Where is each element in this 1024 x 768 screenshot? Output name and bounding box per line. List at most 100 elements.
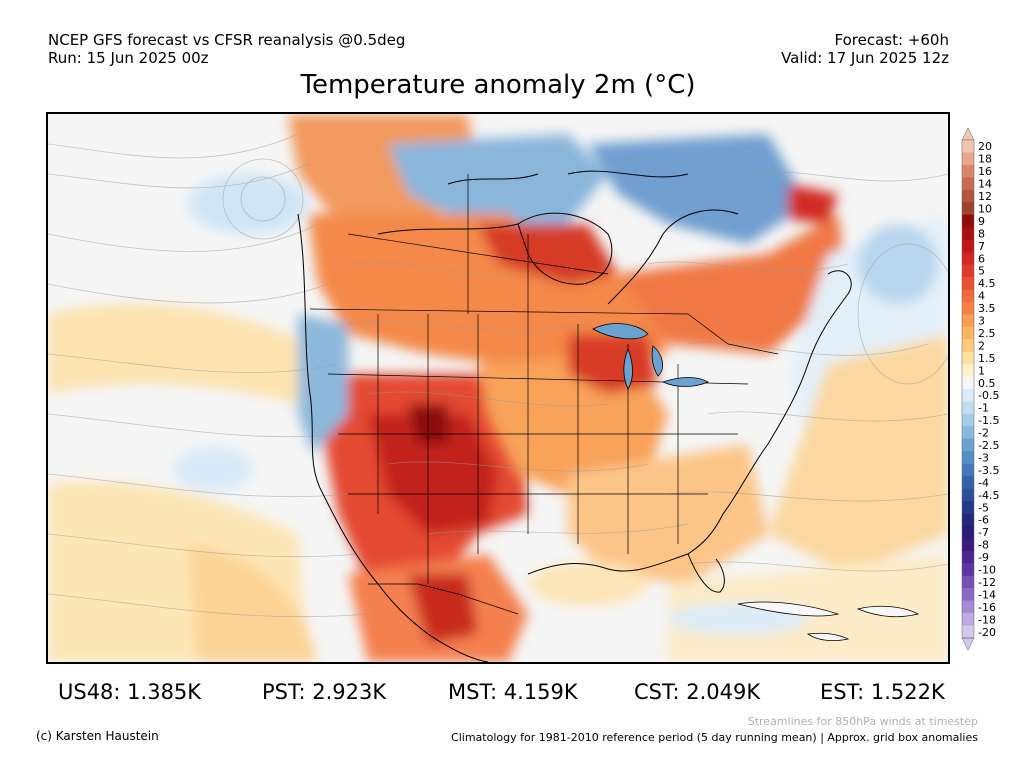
legend-label: 18	[978, 153, 992, 166]
legend-swatch	[962, 239, 974, 253]
legend-label: -12	[978, 576, 996, 589]
legend-swatch	[962, 252, 974, 265]
legend-label: -3	[978, 451, 989, 464]
legend-label: 1.5	[978, 352, 996, 365]
legend-swatch	[962, 289, 974, 303]
legend-label: -16	[978, 601, 996, 614]
legend-label: 3.5	[978, 302, 996, 315]
climatology-note: Climatology for 1981-2010 reference peri…	[451, 731, 978, 744]
legend-swatch	[962, 202, 974, 216]
legend-label: -2.5	[978, 439, 999, 452]
legend-swatch	[962, 463, 974, 477]
legend-label: 5	[978, 265, 985, 278]
legend-label: 2.5	[978, 327, 996, 340]
legend-swatch	[962, 140, 974, 153]
header-left: NCEP GFS forecast vs CFSR reanalysis @0.…	[48, 31, 405, 67]
legend-label: -10	[978, 564, 996, 577]
stat-est: EST: 1.522K	[820, 680, 945, 704]
legend-swatch	[962, 376, 974, 390]
legend-swatch	[962, 401, 974, 415]
legend-swatch	[962, 438, 974, 452]
legend-label: 20	[978, 140, 992, 153]
legend-swatch	[962, 152, 974, 166]
streamlines-note: Streamlines for 850hPa winds at timestep	[747, 715, 978, 728]
legend-swatch	[962, 600, 974, 614]
legend-label: 4	[978, 290, 985, 303]
legend-swatch	[962, 314, 974, 328]
legend-swatch	[962, 575, 974, 589]
legend-swatch	[962, 276, 974, 290]
legend-label: 4.5	[978, 277, 996, 290]
legend-label: -8	[978, 539, 989, 552]
legend-label: -20	[978, 626, 996, 639]
legend-label: -0.5	[978, 389, 999, 402]
legend-swatch	[962, 501, 974, 514]
legend-swatch	[962, 264, 974, 278]
legend-label: 2	[978, 339, 985, 352]
legend-colorbar: 201816141210987654.543.532.521.510.5-0.5…	[961, 128, 999, 650]
legend-label: 8	[978, 227, 985, 240]
legend-label: -9	[978, 551, 989, 564]
legend-label: -4.5	[978, 489, 999, 502]
legend-arrow-top	[961, 128, 975, 141]
legend-swatch	[962, 513, 974, 527]
legend-swatch	[962, 301, 974, 315]
map-title: Temperature anomaly 2m (°C)	[300, 70, 696, 100]
legend-label: 16	[978, 165, 992, 178]
legend-label: -14	[978, 588, 996, 601]
legend-label: 14	[978, 178, 992, 191]
color-legend: 20 18 16 14 12 10 9 8 7 6 5 4.5 4 3.5 3 2.5 2 1.5 1 0.5 -0.5…	[958, 128, 1018, 650]
legend-swatch	[962, 525, 974, 539]
legend-swatch	[962, 476, 974, 490]
legend-swatch	[962, 413, 974, 427]
legend-label: -1	[978, 402, 989, 415]
forecast-line: Forecast: +60h	[834, 31, 949, 49]
legend-swatch	[962, 389, 974, 402]
legend-label: -4	[978, 476, 989, 489]
legend-swatch	[962, 451, 974, 465]
stat-cst: CST: 2.049K	[634, 680, 761, 704]
legend-swatch	[962, 177, 974, 191]
copyright: (c) Karsten Haustein	[36, 729, 159, 743]
legend-label: 6	[978, 252, 985, 265]
legend-label: -2	[978, 427, 989, 440]
legend-label: 0.5	[978, 377, 996, 390]
stat-mst: MST: 4.159K	[448, 680, 578, 704]
legend-swatch	[962, 189, 974, 203]
anomaly-map	[46, 112, 950, 664]
legend-label: -7	[978, 526, 989, 539]
legend-swatch	[962, 588, 974, 602]
legend-swatch	[962, 351, 974, 365]
legend-label: 7	[978, 240, 985, 253]
legend-label: -6	[978, 514, 989, 527]
legend-swatch	[962, 488, 974, 502]
legend-swatch	[962, 227, 974, 241]
legend-swatch	[962, 326, 974, 340]
model-line: NCEP GFS forecast vs CFSR reanalysis @0.…	[48, 31, 406, 49]
legend-swatch	[962, 426, 974, 440]
legend-swatch	[962, 164, 974, 178]
legend-label: -5	[978, 501, 989, 514]
legend-label: -1.5	[978, 414, 999, 427]
legend-label: 10	[978, 202, 992, 215]
stat-us48: US48: 1.385K	[58, 680, 202, 704]
legend-label: 9	[978, 215, 985, 228]
stat-pst: PST: 2.923K	[262, 680, 387, 704]
legend-label: 12	[978, 190, 992, 203]
legend-swatch	[962, 214, 974, 228]
legend-swatch	[962, 563, 974, 577]
legend-swatch	[962, 339, 974, 353]
legend-swatch	[962, 364, 974, 378]
legend-swatch	[962, 613, 974, 627]
legend-arrow-bottom	[961, 637, 975, 650]
run-line: Run: 15 Jun 2025 00z	[48, 49, 209, 67]
legend-label: 3	[978, 315, 985, 328]
legend-swatch	[962, 538, 974, 552]
header-right: Forecast: +60h Valid: 17 Jun 2025 12z	[781, 31, 949, 67]
valid-line: Valid: 17 Jun 2025 12z	[781, 49, 949, 67]
legend-frame	[961, 139, 975, 639]
legend-swatch	[962, 550, 974, 564]
legend-swatch	[962, 625, 974, 639]
legend-label: 1	[978, 364, 985, 377]
legend-label: -18	[978, 613, 996, 626]
